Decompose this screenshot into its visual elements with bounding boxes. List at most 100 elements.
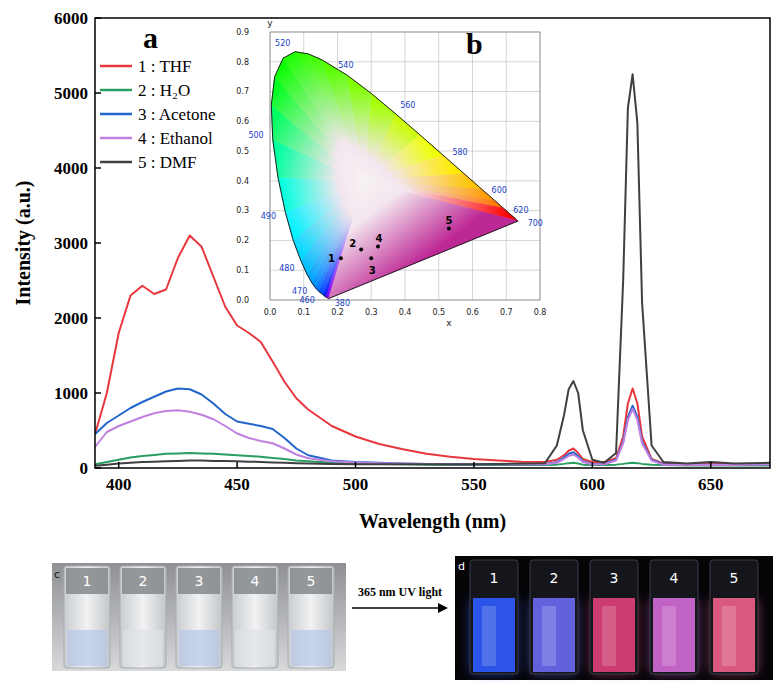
y-tick <box>95 17 101 19</box>
arrow-head <box>438 603 448 613</box>
cie-point <box>376 244 380 248</box>
point-label: 2 <box>349 238 356 249</box>
legend-label: 4 : Ethanol <box>138 129 213 148</box>
y-tick-label: 0.2 <box>236 236 249 245</box>
y-tick <box>95 167 101 169</box>
photo-after <box>455 556 773 680</box>
x-tick-label: 600 <box>580 475 606 494</box>
wavelength-label: 580 <box>452 148 467 157</box>
cie-point <box>369 256 373 260</box>
sample-label: 4 <box>670 570 679 586</box>
wavelength-label: 520 <box>275 39 290 48</box>
y-tick <box>95 317 101 319</box>
glass-highlight <box>662 606 676 666</box>
cie-point <box>339 256 343 260</box>
y-tick-label: 0.7 <box>236 87 249 96</box>
x-axis-title: x <box>446 318 452 328</box>
panel-label: d <box>458 560 465 573</box>
y-tick-label: 0.1 <box>236 266 249 275</box>
x-tick-label: 0.2 <box>331 308 344 317</box>
legend-swatch <box>100 65 132 68</box>
wavelength-label: 470 <box>292 287 307 296</box>
y-tick-label: 0 <box>80 459 89 478</box>
sample-label: 1 <box>490 570 499 586</box>
glass-highlight <box>722 606 736 666</box>
cie-point <box>359 247 363 251</box>
y-tick-label: 0.5 <box>236 147 249 156</box>
point-label: 1 <box>328 253 335 264</box>
y-tick-label: 0.9 <box>236 28 249 37</box>
x-tick-label: 0.7 <box>500 308 513 317</box>
y-tick <box>95 467 101 469</box>
x-tick-label: 650 <box>698 475 724 494</box>
wavelength-label: 700 <box>528 219 543 228</box>
y-tick <box>95 242 101 244</box>
y-tick-label: 0.8 <box>236 58 249 67</box>
cuvette-top <box>234 568 276 594</box>
inset-frame <box>270 32 540 300</box>
cuvette-emission <box>593 598 635 672</box>
cuvette <box>530 560 578 674</box>
point-label: 5 <box>445 215 452 226</box>
wavelength-label: 620 <box>513 206 528 215</box>
locus-fill <box>271 52 518 299</box>
y-tick-label: 5000 <box>54 84 88 103</box>
plot-frame <box>95 18 770 468</box>
legend-label: 3 : Acetone <box>138 105 215 124</box>
cuvette-emission <box>653 598 695 672</box>
y-tick-label: 6000 <box>54 9 88 28</box>
glass-highlight <box>482 606 496 666</box>
glass-highlight <box>542 606 556 666</box>
x-tick-label: 550 <box>461 475 487 494</box>
y-axis-title: y <box>267 18 273 28</box>
x-tick-label: 400 <box>106 475 132 494</box>
spectrum-line <box>95 74 770 466</box>
sample-label: 5 <box>730 570 739 586</box>
cuvette <box>176 566 222 668</box>
wavelength-label: 380 <box>335 299 350 308</box>
legend-swatch <box>100 161 132 164</box>
y-tick-label: 4000 <box>54 159 88 178</box>
x-axis-title: Wavelength (nm) <box>359 510 506 533</box>
x-tick-label: 0.3 <box>365 308 378 317</box>
legend-label: 2 : H₂O <box>138 81 190 100</box>
point-label: 3 <box>369 265 376 276</box>
panel-label: c <box>54 568 60 581</box>
x-tick-label: 0.0 <box>264 308 277 317</box>
photo-before <box>52 563 346 671</box>
cuvette <box>470 560 518 674</box>
y-tick-label: 0.0 <box>236 296 249 305</box>
sample-label: 2 <box>550 570 559 586</box>
y-axis-title: Intensity (a.u.) <box>12 180 35 305</box>
cuvette-top <box>178 568 220 594</box>
x-tick <box>355 462 357 468</box>
cuvette <box>232 566 278 668</box>
spectrum-line <box>95 389 770 466</box>
cie-point <box>447 227 451 231</box>
panel-label: a <box>143 21 158 54</box>
legend-swatch <box>100 89 132 92</box>
y-tick <box>95 392 101 394</box>
grid-line <box>472 32 473 300</box>
wavelength-label: 460 <box>299 296 314 305</box>
x-tick-label: 0.6 <box>466 308 479 317</box>
cuvette <box>590 560 638 674</box>
wavelength-label: 540 <box>338 61 353 70</box>
y-tick-label: 1000 <box>54 384 88 403</box>
spectrum-line <box>95 236 770 465</box>
y-tick-label: 3000 <box>54 234 88 253</box>
x-tick-label: 0.1 <box>297 308 310 317</box>
sample-label: 5 <box>307 573 316 589</box>
lines <box>95 74 770 466</box>
arrow-label: 365 nm UV light <box>358 585 442 599</box>
x-tick-label: 0.4 <box>399 308 412 317</box>
sample-label: 1 <box>83 573 92 589</box>
cuvette-top <box>290 568 332 594</box>
cuvette-emission <box>713 598 755 672</box>
cuvette-emission <box>533 598 575 672</box>
legend-label: 5 : DMF <box>138 153 197 172</box>
locus-fill-wedge <box>278 177 364 212</box>
glass-highlight <box>602 606 616 666</box>
cuvette-liquid <box>67 630 107 666</box>
wavelength-label: 560 <box>400 101 415 110</box>
